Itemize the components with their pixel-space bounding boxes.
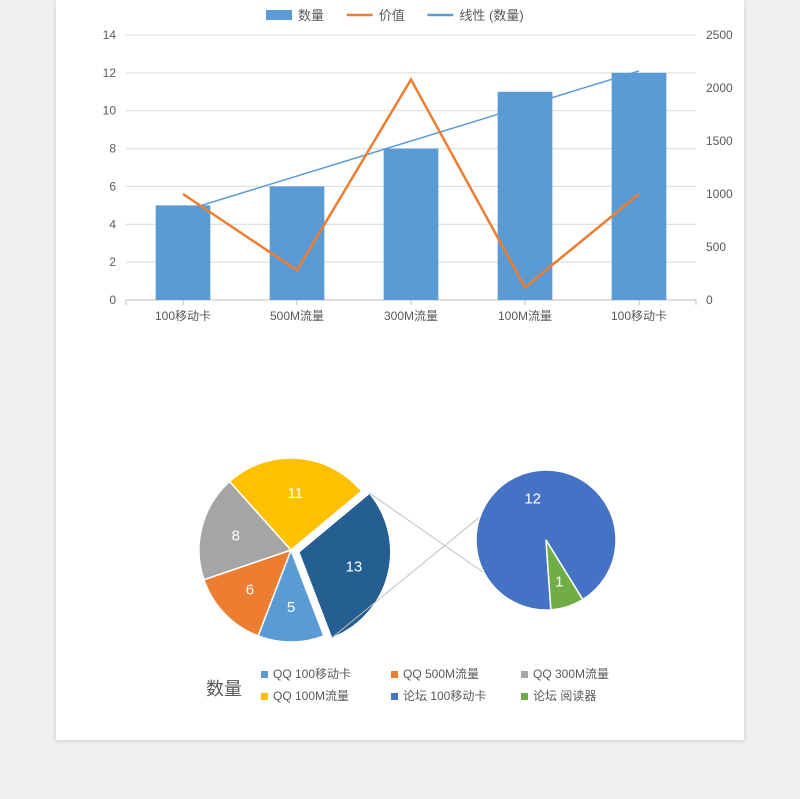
pie-slice-label: 5 (287, 599, 295, 616)
legend-bullet (261, 693, 268, 700)
y-right-tick: 0 (706, 293, 713, 307)
pie-chart-title: 数量 (206, 679, 242, 699)
bar (156, 205, 211, 300)
legend-swatch (266, 10, 292, 20)
y-left-tick: 8 (109, 142, 116, 156)
y-left-tick: 10 (103, 104, 117, 118)
y-right-tick: 500 (706, 240, 726, 254)
combo-chart-svg: 0 2 4 6 8 10 12 14 0 500 1000 1500 2000 2500 100移动卡 500… (56, 0, 744, 380)
legend-label: 论坛 阅读器 (533, 689, 596, 703)
pie-slice-label: 11 (287, 485, 303, 502)
y-right-tick: 2500 (706, 28, 733, 42)
y-left-tick: 4 (109, 217, 116, 231)
legend-label: 数量 (298, 8, 324, 23)
category-label: 100M流量 (498, 309, 552, 323)
legend-label: 线性 (数量) (459, 8, 523, 23)
legend-bullet (521, 693, 528, 700)
bar (270, 186, 325, 300)
legend-bullet (391, 671, 398, 678)
legend-label: QQ 300M流量 (533, 667, 609, 681)
y-right-tick: 1000 (706, 187, 733, 201)
category-label: 100移动卡 (611, 309, 667, 323)
pie-slice-label: 6 (246, 582, 254, 599)
document-page: 0 2 4 6 8 10 12 14 0 500 1000 1500 2000 2500 100移动卡 500… (56, 0, 744, 740)
y-left-tick: 14 (103, 28, 117, 42)
y-left-tick: 12 (103, 66, 117, 80)
pie-slice-label: 1 (555, 573, 563, 590)
pie-slice-label: 8 (232, 528, 240, 545)
legend-bullet (391, 693, 398, 700)
legend-label: 价值 (379, 8, 405, 23)
legend-label: QQ 100移动卡 (273, 667, 351, 681)
pie-chart-svg: 5 6 8 11 13 12 1 数量 QQ 100移动卡 QQ 500M流量 QQ 300M流量 Q… (56, 420, 744, 740)
y-right-tick: 1500 (706, 134, 733, 148)
combo-chart: 0 2 4 6 8 10 12 14 0 500 1000 1500 2000 2500 100移动卡 500… (56, 0, 744, 380)
y-left-tick: 0 (109, 293, 116, 307)
legend-bullet (521, 671, 528, 678)
category-label: 500M流量 (270, 309, 324, 323)
legend-label: QQ 500M流量 (403, 667, 479, 681)
pie-slice-label: 13 (346, 558, 363, 575)
legend-bullet (261, 671, 268, 678)
legend-label: 论坛 100移动卡 (403, 689, 486, 703)
bar (612, 73, 667, 300)
legend-label: QQ 100M流量 (273, 689, 349, 703)
bar (498, 92, 553, 300)
pie-slice-label: 12 (524, 491, 541, 508)
y-left-tick: 2 (109, 255, 116, 269)
y-left-tick: 6 (109, 179, 116, 193)
y-right-tick: 2000 (706, 81, 733, 95)
bar (384, 149, 439, 300)
category-label: 100移动卡 (155, 309, 211, 323)
pie-of-pie-chart: 5 6 8 11 13 12 1 数量 QQ 100移动卡 QQ 500M流量 QQ 300M流量 Q… (56, 420, 744, 740)
category-label: 300M流量 (384, 309, 438, 323)
